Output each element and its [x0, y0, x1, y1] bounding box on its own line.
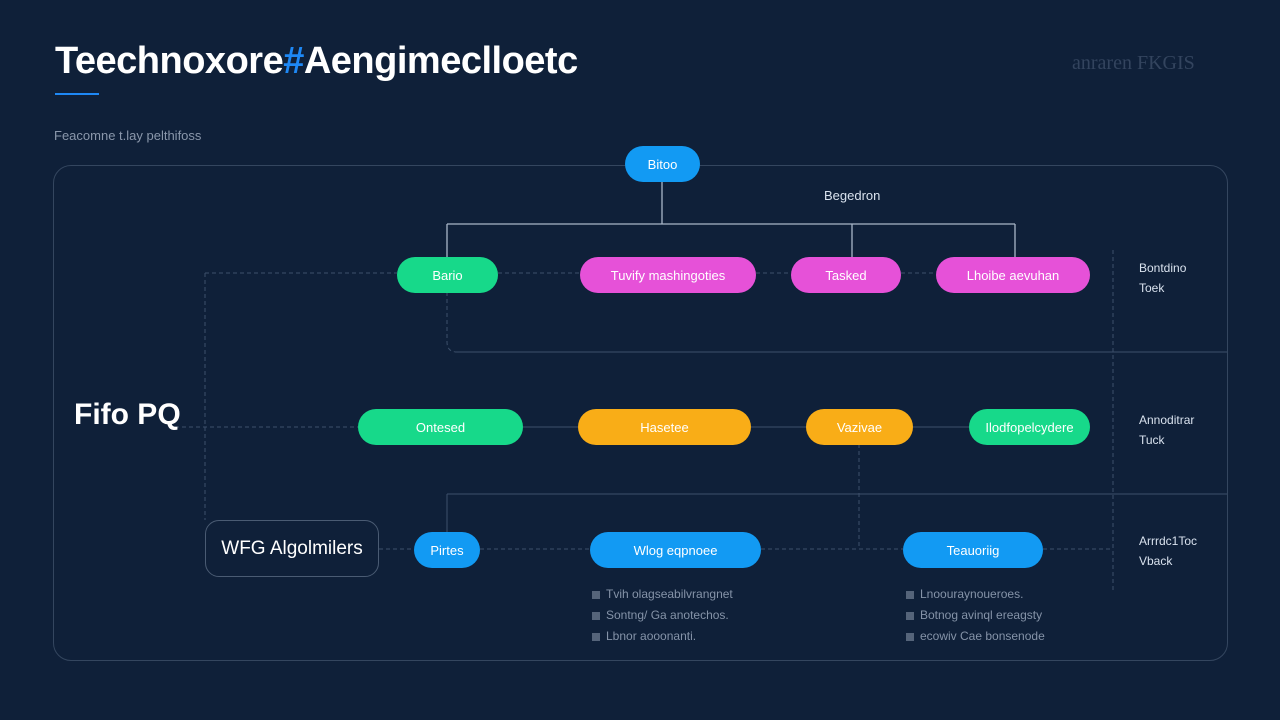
page-title: Teechnoxore#Aengimeclloetc [55, 40, 578, 83]
algorithms-box[interactable]: WFG Algolmilers [205, 520, 379, 577]
node-row3[interactable]: Teauoriig [903, 532, 1043, 568]
connector [446, 292, 458, 353]
list-item: Lnoouraynoueroes. [906, 584, 1045, 605]
node-row1[interactable]: Tuvify mashingoties [580, 257, 756, 293]
bullet-list-left: Tvih olagseabilvrangnet Sontng/ Ga anote… [592, 584, 733, 647]
title-part: Teechnoxore [55, 40, 284, 82]
list-item: Lbnor aooonanti. [592, 626, 733, 647]
row-label-fifo: Fifo PQ [74, 398, 181, 431]
connector [446, 182, 1016, 257]
connector [204, 272, 397, 520]
node-row2[interactable]: Ilodfopelcydere [969, 409, 1090, 445]
side-label: Arrrdc1Toc Vback [1139, 534, 1198, 568]
node-row1[interactable]: Tasked [791, 257, 901, 293]
list-item: Botnog avinql ereagsty [906, 605, 1045, 626]
title-underline [55, 93, 99, 95]
bullet-icon [906, 632, 914, 641]
side-label: Bontdino Toek [1139, 261, 1187, 295]
connector [446, 493, 1227, 532]
brand-logo: anraren FKGIS [1072, 52, 1195, 74]
bullet-icon [906, 611, 914, 620]
node-row3[interactable]: Wlog eqpnoee [590, 532, 761, 568]
root-note: Begedron [824, 188, 881, 203]
bullet-list-right: Lnoouraynoueroes. Botnog avinql ereagsty… [906, 584, 1045, 647]
node-root[interactable]: Bitoo [625, 146, 700, 182]
bullet-icon [906, 590, 914, 599]
title-part: Aengimeclloetc [303, 40, 578, 82]
list-item: Sontng/ Ga anotechos. [592, 605, 733, 626]
subtitle: Feacomne t.lay pelthifoss [54, 128, 202, 143]
side-label: Annoditrar Tuck [1139, 413, 1195, 447]
title-accent: # [283, 40, 304, 82]
node-row2[interactable]: Ontesed [358, 409, 523, 445]
bullet-icon [592, 590, 600, 599]
bullet-icon [592, 611, 600, 620]
node-row2[interactable]: Vazivae [806, 409, 913, 445]
bullet-icon [592, 632, 600, 641]
node-row2[interactable]: Hasetee [578, 409, 751, 445]
list-item: ecowiv Cae bonsenode [906, 626, 1045, 647]
node-row1[interactable]: Lhoibe aevuhan [936, 257, 1090, 293]
node-row1[interactable]: Bario [397, 257, 498, 293]
list-item: Tvih olagseabilvrangnet [592, 584, 733, 605]
node-row3[interactable]: Pirtes [414, 532, 480, 568]
